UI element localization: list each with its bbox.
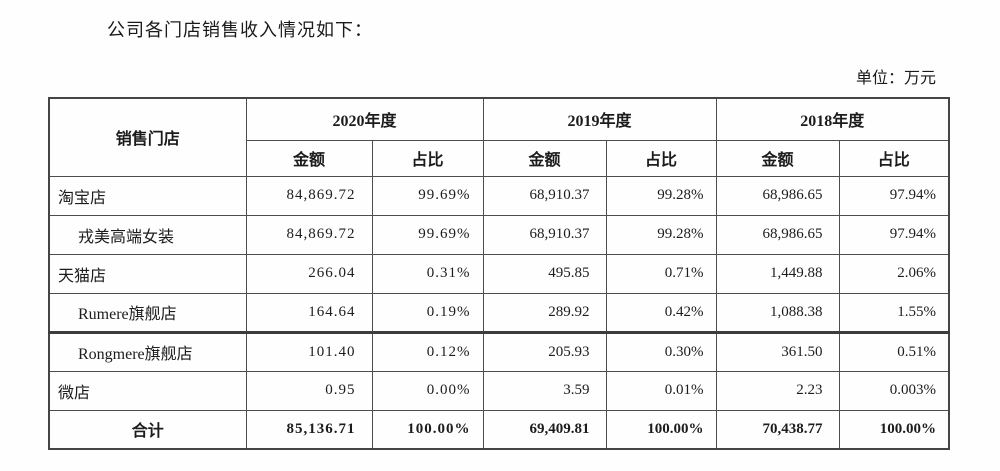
store-column-header: 销售门店 <box>48 97 247 177</box>
amount-2019-cell: 289.92 <box>482 292 607 333</box>
ratio-2020-cell: 0.12% <box>371 330 484 372</box>
ratio-2019-cell: 100.00% <box>605 409 717 450</box>
amount-2020-cell: 266.04 <box>245 253 373 294</box>
ratio-2019-cell: 99.28% <box>605 214 717 255</box>
store-name-cell: Rumere旗舰店 <box>48 292 247 333</box>
store-name-cell: 淘宝店 <box>48 175 247 216</box>
amount-2019-cell: 68,910.37 <box>482 214 607 255</box>
amount-2018-cell: 1,088.38 <box>715 292 840 333</box>
amount-2019-cell: 69,409.81 <box>482 409 607 450</box>
amount-2020-header: 金额 <box>245 139 373 177</box>
amount-2019-cell: 3.59 <box>482 370 607 411</box>
ratio-2019-cell: 0.71% <box>605 253 717 294</box>
amount-2019-cell: 495.85 <box>482 253 607 294</box>
header-year-row: 销售门店 2020年度 2019年度 2018年度 <box>48 97 950 177</box>
ratio-2020-cell: 99.69% <box>371 214 484 255</box>
amount-2018-cell: 70,438.77 <box>715 409 840 450</box>
amount-2018-cell: 68,986.65 <box>715 175 840 216</box>
amount-2020-cell: 85,136.71 <box>245 409 373 450</box>
ratio-2020-cell: 0.31% <box>371 253 484 294</box>
amount-2018-cell: 1,449.88 <box>715 253 840 294</box>
ratio-2018-cell: 1.55% <box>838 292 950 333</box>
amount-2020-cell: 164.64 <box>245 292 373 333</box>
row-weidian: 微店 0.95 0.00% 3.59 0.01% 2.23 0.003% <box>48 370 950 411</box>
amount-2019-cell: 68,910.37 <box>482 175 607 216</box>
row-rumere-flagship: Rumere旗舰店 164.64 0.19% 289.92 0.42% 1,08… <box>48 292 950 333</box>
amount-2018-cell: 361.50 <box>715 330 840 372</box>
ratio-2018-cell: 97.94% <box>838 214 950 255</box>
unit-label: 单位：万元 <box>855 70 936 87</box>
sales-revenue-table: 销售门店 2020年度 2019年度 2018年度 金额 占比 金额 占比 金额… <box>48 97 951 450</box>
ratio-2019-cell: 0.01% <box>605 370 717 411</box>
store-name-cell: 戎美高端女装 <box>48 214 247 255</box>
amount-2020-cell: 101.40 <box>245 330 373 372</box>
ratio-2019-cell: 99.28% <box>605 175 717 216</box>
row-rumei-high-end-womenswear: 戎美高端女装 84,869.72 99.69% 68,910.37 99.28%… <box>48 214 950 255</box>
amount-2020-cell: 84,869.72 <box>245 175 373 216</box>
ratio-2020-cell: 100.00% <box>371 409 484 450</box>
row-taobao-store: 淘宝店 84,869.72 99.69% 68,910.37 99.28% 68… <box>48 175 950 216</box>
amount-2018-cell: 2.23 <box>715 370 840 411</box>
total-label-cell: 合计 <box>48 409 247 450</box>
ratio-2018-header: 占比 <box>838 139 950 177</box>
ratio-2018-cell: 100.00% <box>838 409 950 450</box>
row-tmall-store: 天猫店 266.04 0.31% 495.85 0.71% 1,449.88 2… <box>48 253 950 294</box>
page-title: 公司各门店销售收入情况如下： <box>107 20 373 40</box>
row-rongmere-flagship: Rongmere旗舰店 101.40 0.12% 205.93 0.30% 36… <box>48 330 950 372</box>
store-name-cell: 微店 <box>48 370 247 411</box>
ratio-2018-cell: 97.94% <box>838 175 950 216</box>
ratio-2018-cell: 0.003% <box>838 370 950 411</box>
amount-2019-cell: 205.93 <box>482 330 607 372</box>
ratio-2018-cell: 2.06% <box>838 253 950 294</box>
ratio-2018-cell: 0.51% <box>838 330 950 372</box>
header-sub-row: 金额 占比 金额 占比 金额 占比 <box>49 139 950 177</box>
ratio-2020-header: 占比 <box>371 139 484 177</box>
ratio-2019-cell: 0.42% <box>605 292 717 333</box>
amount-2020-cell: 0.95 <box>245 370 373 411</box>
year-2018-header: 2018年度 <box>715 97 950 141</box>
amount-2018-header: 金额 <box>715 139 840 177</box>
ratio-2020-cell: 0.00% <box>371 370 484 411</box>
year-2019-header: 2019年度 <box>482 97 717 141</box>
store-name-cell: 天猫店 <box>48 253 247 294</box>
ratio-2020-cell: 99.69% <box>371 175 484 216</box>
ratio-2020-cell: 0.19% <box>371 292 484 333</box>
ratio-2019-cell: 0.30% <box>605 330 717 372</box>
amount-2018-cell: 68,986.65 <box>715 214 840 255</box>
row-total: 合计 85,136.71 100.00% 69,409.81 100.00% 7… <box>48 409 950 450</box>
ratio-2019-header: 占比 <box>605 139 717 177</box>
year-2020-header: 2020年度 <box>245 97 484 141</box>
amount-2019-header: 金额 <box>482 139 607 177</box>
amount-2020-cell: 84,869.72 <box>245 214 373 255</box>
store-name-cell: Rongmere旗舰店 <box>48 330 247 372</box>
